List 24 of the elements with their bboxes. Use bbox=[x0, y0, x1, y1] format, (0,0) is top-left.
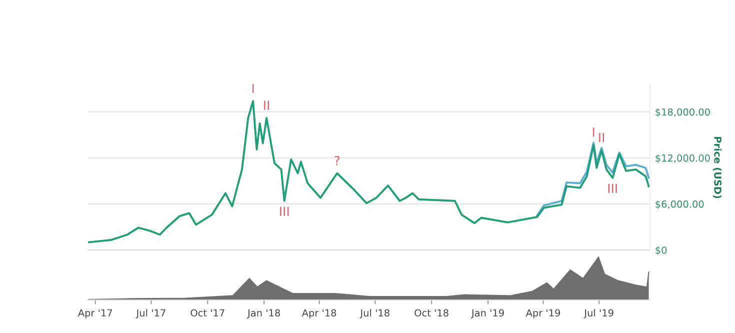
x-tick-label: Apr '18 bbox=[302, 309, 336, 318]
annotation: ? bbox=[334, 156, 340, 166]
y-tick-label: $18,000.00 bbox=[656, 108, 710, 117]
annotation: I bbox=[592, 128, 594, 137]
x-tick-label: Apr '17 bbox=[78, 309, 112, 318]
y-axis-title: Price (USD) bbox=[712, 136, 722, 198]
x-tick-label: Apr '19 bbox=[526, 309, 560, 318]
x-tick-label: Jan '19 bbox=[470, 309, 504, 318]
x-tick-label: Jul '17 bbox=[136, 309, 166, 318]
x-tick-label: Oct '18 bbox=[414, 309, 448, 317]
x-tick-label: Jul '18 bbox=[360, 309, 390, 318]
x-tick-label: Oct '17 bbox=[190, 309, 224, 317]
x-tick-label: Jul '19 bbox=[584, 309, 614, 318]
x-tick-label: Jan '18 bbox=[247, 309, 280, 318]
y-tick-label: $0 bbox=[656, 246, 667, 256]
annotation: II bbox=[599, 132, 604, 142]
annotation: I bbox=[252, 84, 254, 93]
line-series bbox=[88, 100, 650, 244]
y-tick-label: $6,000.00 bbox=[656, 200, 704, 210]
y-tick-label: $12,000.00 bbox=[656, 154, 710, 164]
line-series bbox=[536, 142, 650, 216]
annotation: III bbox=[280, 206, 289, 216]
annotation: II bbox=[264, 100, 269, 110]
annotation: III bbox=[608, 184, 617, 193]
